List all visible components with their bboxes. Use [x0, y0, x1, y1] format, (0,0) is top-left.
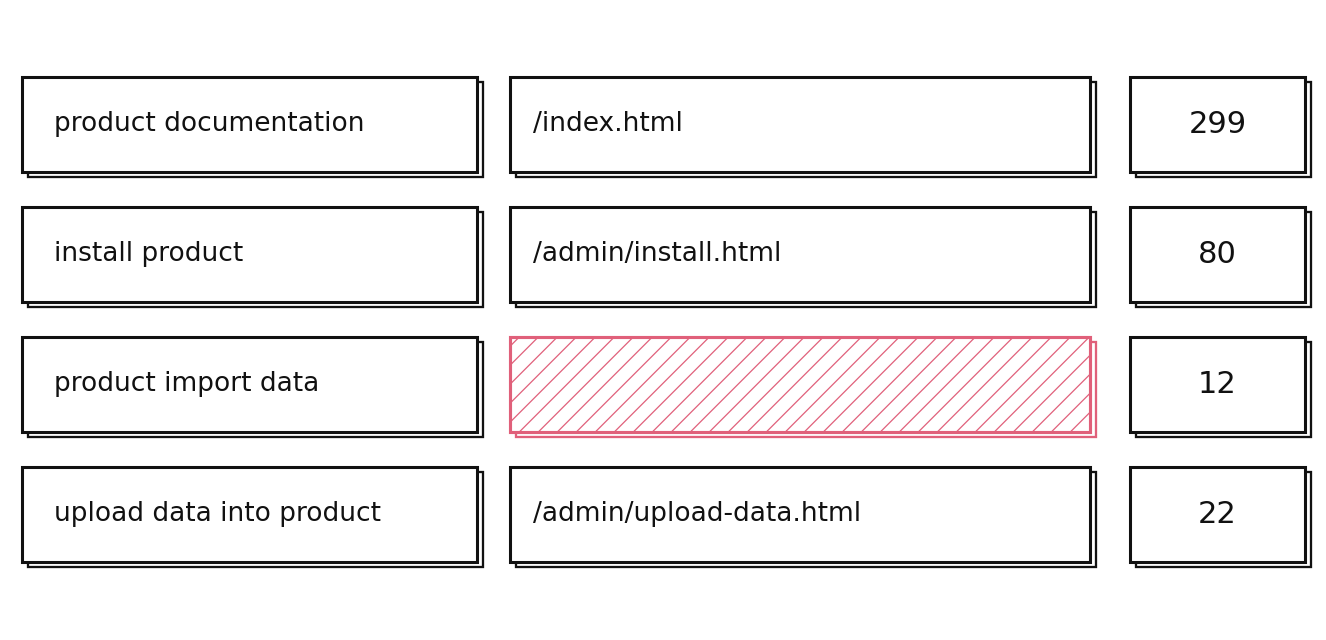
Bar	[516, 83, 1095, 177]
Bar	[1130, 207, 1305, 302]
Text: install product: install product	[54, 241, 243, 268]
Bar	[1130, 337, 1305, 432]
Bar	[511, 337, 1090, 432]
Bar	[516, 342, 1095, 437]
Bar	[28, 472, 483, 567]
Bar	[511, 77, 1090, 172]
Bar	[1135, 342, 1310, 437]
Text: /index.html: /index.html	[533, 111, 683, 138]
Bar	[23, 467, 477, 562]
Text: product documentation: product documentation	[54, 111, 365, 138]
Bar	[1135, 83, 1310, 177]
Bar	[23, 337, 477, 432]
Text: product import data: product import data	[54, 371, 320, 397]
Text: 12: 12	[1199, 370, 1237, 399]
Bar	[28, 83, 483, 177]
Bar	[1130, 77, 1305, 172]
Text: /admin/install.html: /admin/install.html	[533, 241, 781, 268]
Bar	[28, 342, 483, 437]
Bar	[23, 207, 477, 302]
Text: upload data into product: upload data into product	[54, 501, 381, 527]
Text: 299: 299	[1188, 110, 1246, 139]
Bar	[511, 337, 1090, 432]
Bar	[1135, 212, 1310, 307]
Bar	[511, 207, 1090, 302]
Bar	[1135, 472, 1310, 567]
Bar	[1130, 467, 1305, 562]
Text: /admin/upload-data.html: /admin/upload-data.html	[533, 501, 862, 527]
Bar	[516, 472, 1095, 567]
Text: 80: 80	[1199, 240, 1237, 269]
Bar	[511, 467, 1090, 562]
Bar	[516, 212, 1095, 307]
Bar	[23, 77, 477, 172]
Text: 22: 22	[1199, 500, 1237, 529]
Bar	[28, 212, 483, 307]
